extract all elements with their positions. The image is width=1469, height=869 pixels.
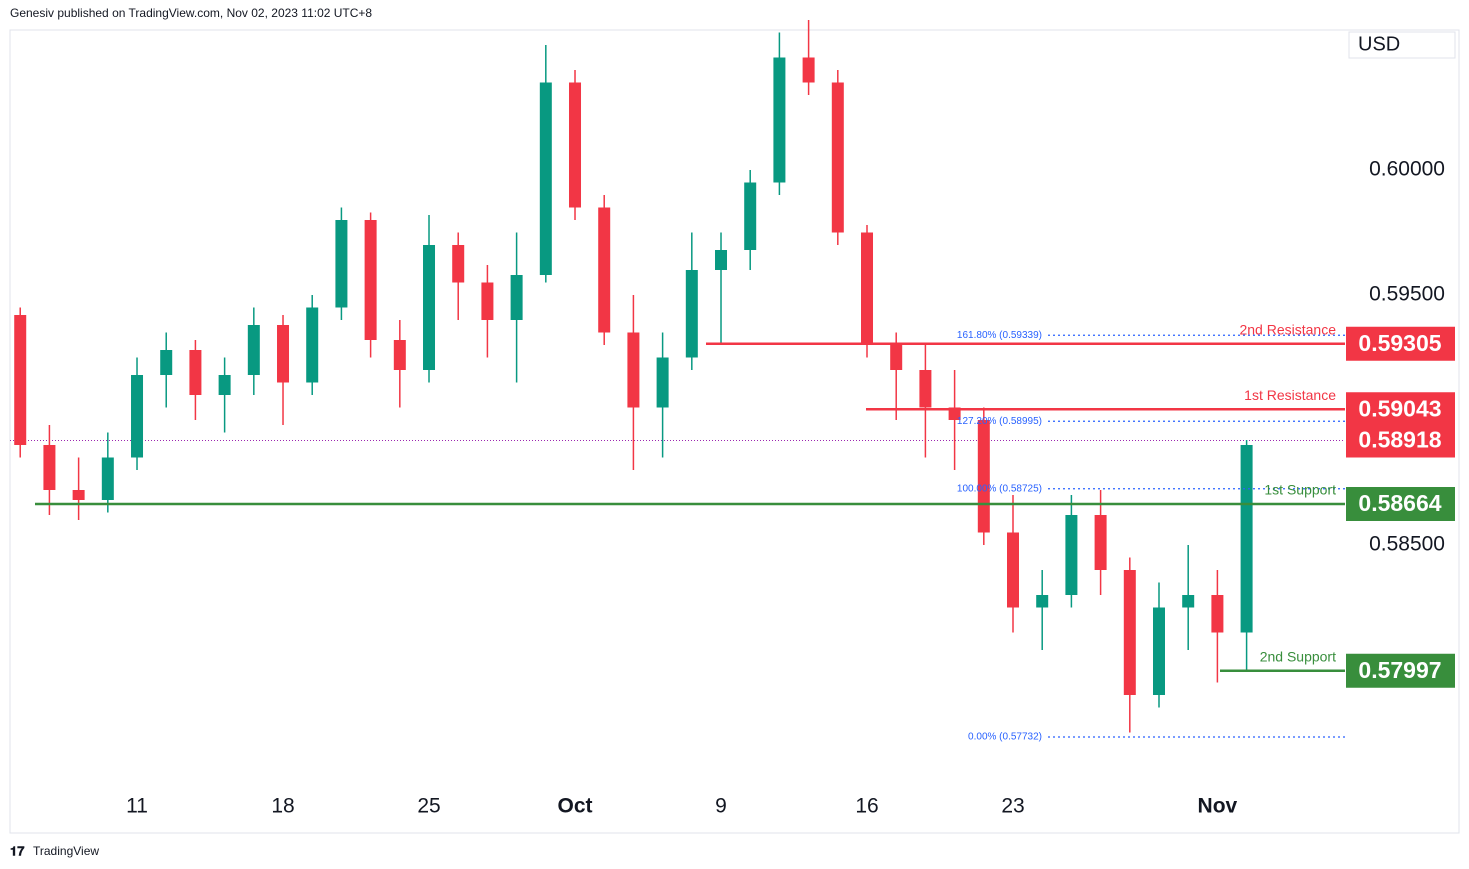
level-price: 0.59043 [1358,395,1441,421]
fib-label: 161.80% (0.59339) [957,330,1042,341]
candle-body [247,325,260,375]
x-tick-label: Oct [558,795,593,818]
y-tick-label: 0.58500 [1369,533,1445,556]
candle-body [744,182,757,250]
candle-body [43,445,56,490]
candle-body [1182,595,1195,608]
level-label: 2nd Support [1260,648,1336,664]
x-tick-label: 11 [126,795,148,818]
level-price-box [1346,392,1455,427]
publisher-header: Genesiv published on TradingView.com, No… [10,6,372,20]
candle-body [510,275,523,320]
candle-body [364,220,377,340]
level-price-box [1346,487,1455,521]
level-price: 0.59305 [1358,330,1441,356]
level-price: 0.57997 [1358,657,1441,683]
candle-body [656,357,669,408]
candle-body [452,245,465,283]
candle-body [481,282,494,320]
candle-body [715,250,728,270]
candle-body [890,345,903,370]
x-tick-label: 16 [855,795,878,818]
fib-label: 127.20% (0.58995) [957,416,1042,427]
candle-body [539,82,552,275]
brand-logo: 𝟏𝟕 [10,843,25,858]
level-label: 2nd Resistance [1239,321,1336,337]
fib-label: 0.00% (0.57732) [968,732,1042,743]
fib-label: 100.00% (0.58725) [957,483,1042,494]
y-tick-label: 0.59500 [1369,283,1445,306]
candle-body [423,245,436,370]
currency-box [1348,31,1456,59]
last-price-label: 0.58918 [1358,427,1441,453]
x-tick-label: 9 [715,795,727,818]
candle-body [773,57,786,183]
candle-body [306,307,319,383]
last-price-box [1346,423,1455,458]
level-price-box [1346,326,1455,361]
candle-body [72,490,85,500]
candle-body [598,207,611,333]
x-tick-label: Nov [1198,795,1238,818]
candle-body [1152,607,1165,695]
candle-body [1123,570,1136,695]
candle-body [101,457,114,500]
y-tick-label: 0.60000 [1369,158,1445,181]
candle-body [277,325,290,383]
candle-body [569,82,582,208]
candle-body [1094,515,1107,570]
level-price: 0.58664 [1358,490,1441,516]
candle-body [1240,445,1253,633]
candle-body [919,370,932,408]
candle-body [131,375,144,458]
footer-brand: TradingView [33,844,99,858]
candle-body [1036,595,1049,608]
x-tick-label: 23 [1001,795,1024,818]
candle-body [218,375,231,395]
currency-label: USD [1358,33,1400,55]
candle-body [14,315,27,445]
candle-body [861,232,874,345]
candle-body [948,407,961,420]
chart-frame [9,29,1460,834]
candle-body [977,420,990,533]
candle-body [335,220,348,308]
level-price-box [1346,653,1455,688]
x-tick-label: 18 [271,795,294,818]
candle-body [685,270,698,358]
candle-body [831,82,844,233]
level-label: 1st Resistance [1244,387,1336,403]
level-label: 1st Support [1264,482,1336,498]
candle-body [393,340,406,370]
candle-body [1065,515,1078,595]
candle-body [189,350,202,395]
candle-body [802,57,815,83]
candle-body [160,350,173,375]
candle-body [1211,595,1224,633]
candle-body [1007,532,1020,608]
x-tick-label: 25 [417,795,440,818]
candle-body [627,332,640,408]
